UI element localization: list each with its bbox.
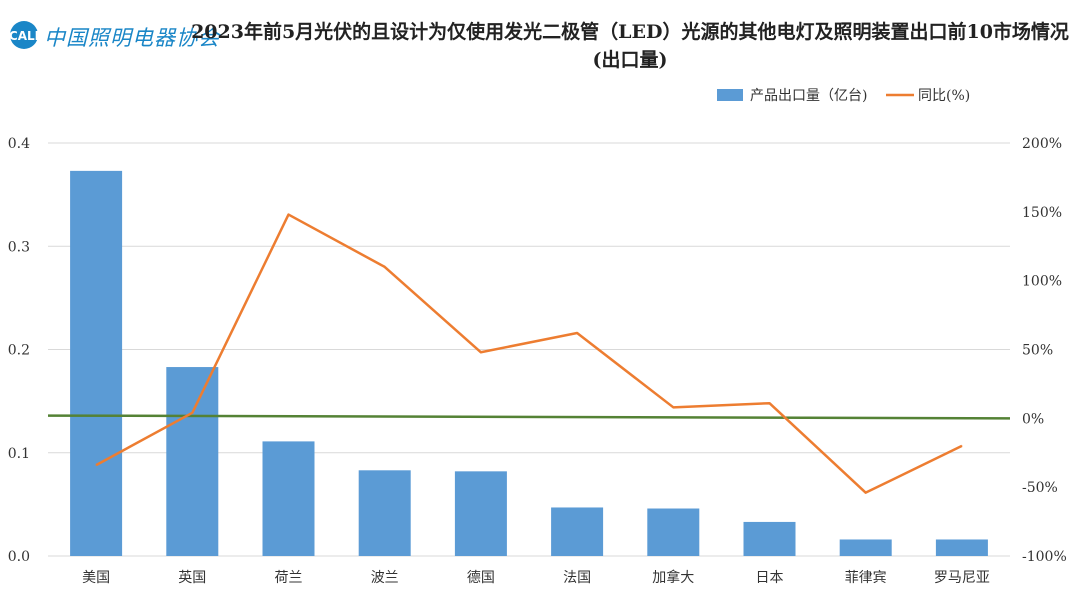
legend-label-bar: 产品出口量（亿台) bbox=[750, 88, 867, 104]
y-left-tick-label: 0.4 bbox=[8, 136, 30, 152]
x-tick-label: 日本 bbox=[756, 570, 784, 586]
x-tick-label: 加拿大 bbox=[652, 569, 694, 586]
yoy-point bbox=[95, 464, 97, 466]
legend-swatch-bar bbox=[717, 89, 743, 101]
yoy-point bbox=[191, 412, 193, 414]
cali-logo-icon: CALI bbox=[9, 21, 39, 49]
bar bbox=[647, 508, 700, 556]
bar bbox=[166, 367, 219, 556]
yoy-series-line bbox=[95, 213, 963, 494]
association-logo: CALI 中国照明电器协会 bbox=[8, 14, 219, 54]
y-left-tick-label: 0.3 bbox=[8, 239, 30, 255]
x-tick-label: 英国 bbox=[178, 569, 206, 586]
yoy-point bbox=[672, 406, 674, 408]
x-tick-label: 罗马尼亚 bbox=[934, 570, 990, 586]
bar bbox=[935, 539, 988, 556]
y-left-tick-label: 0.2 bbox=[8, 343, 30, 359]
yoy-point bbox=[961, 445, 963, 447]
chart-title: 2023年前5月光伏的且设计为仅使用发光二极管（LED）光源的其他电灯及照明装置… bbox=[191, 21, 1069, 71]
y-right-tick-label: 50% bbox=[1022, 343, 1053, 359]
x-tick-label: 德国 bbox=[467, 570, 495, 586]
y-left-tick-label: 0.0 bbox=[8, 549, 30, 565]
y-right-tick-label: 100% bbox=[1022, 274, 1062, 290]
y-left-tick-label: 0.1 bbox=[8, 446, 30, 462]
x-tick-label: 荷兰 bbox=[275, 570, 303, 586]
x-tick-label: 菲律宾 bbox=[845, 570, 887, 586]
y-right-tick-label: 0% bbox=[1022, 411, 1044, 427]
yoy-point bbox=[480, 351, 482, 353]
bar bbox=[454, 471, 507, 556]
bar bbox=[70, 170, 123, 556]
yoy-point bbox=[769, 402, 770, 404]
y-right-tick-label: 200% bbox=[1022, 136, 1062, 152]
y-right-tick-label: -100% bbox=[1022, 549, 1067, 565]
x-tick-label: 波兰 bbox=[371, 570, 399, 586]
y-right-tick-label: -50% bbox=[1022, 480, 1058, 496]
yoy-point bbox=[865, 492, 867, 494]
bar bbox=[262, 441, 315, 556]
bar bbox=[839, 539, 892, 556]
legend-label-line: 同比(%) bbox=[918, 88, 970, 104]
yoy-point bbox=[576, 332, 578, 334]
logo-text: 中国照明电器协会 bbox=[44, 26, 220, 50]
yoy-point bbox=[288, 214, 289, 216]
y-right-tick-label: 150% bbox=[1022, 205, 1062, 221]
yoy-point bbox=[384, 266, 386, 268]
bar bbox=[358, 470, 411, 556]
bar bbox=[743, 521, 796, 556]
bar bbox=[551, 507, 604, 556]
svg-text:CALI: CALI bbox=[9, 29, 39, 43]
reference-line bbox=[47, 414, 1011, 420]
x-tick-label: 美国 bbox=[82, 570, 110, 586]
x-tick-label: 法国 bbox=[563, 570, 591, 586]
